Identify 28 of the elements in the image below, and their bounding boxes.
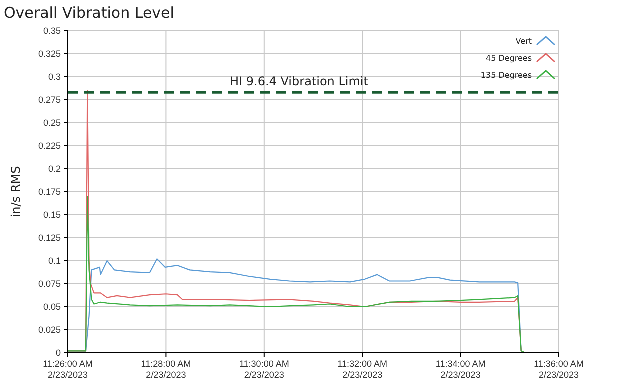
x-tick-label: 11:36:00 AM 2/23/2023: [534, 359, 584, 380]
chart-title: Overall Vibration Level: [4, 4, 174, 22]
x-tick-label: 11:30:00 AM 2/23/2023: [239, 359, 290, 380]
y-tick-label: 0.275: [38, 94, 61, 105]
y-tick-label: 0.1: [48, 256, 61, 266]
ref-line-label: HI 9.6.4 Vibration Limit: [230, 74, 369, 89]
legend-label: 135 Degrees: [480, 71, 532, 80]
y-tick-label: 0.35: [43, 26, 61, 36]
line-series: [67, 196, 524, 353]
y-tick-label: 0.25: [43, 118, 61, 128]
y-tick-label: 0.05: [43, 302, 61, 312]
x-tick-label: 11:26:00 AM 2/23/2023: [43, 359, 93, 380]
x-tick-label: 11:34:00 AM 2/23/2023: [436, 359, 486, 380]
y-tick-label: 0.2: [48, 164, 61, 174]
y-tick-label: 0.125: [38, 232, 61, 243]
y-tick-label: 0.175: [38, 186, 61, 197]
y-tick-label: 0.325: [38, 48, 61, 59]
y-tick-label: 0: [56, 348, 61, 358]
legend-label: 45 Degrees: [486, 54, 532, 63]
y-tick-label: 0.3: [48, 72, 61, 82]
y-tick-label: 0.225: [38, 140, 61, 151]
legend-label: Vert: [516, 37, 532, 46]
y-tick-label: 0.15: [43, 210, 61, 220]
x-tick-label: 11:28:00 AM 2/23/2023: [141, 359, 192, 380]
x-tick-label: 11:32:00 AM 2/23/2023: [338, 359, 388, 380]
y-axis-title: in/s RMS: [9, 166, 23, 218]
y-tick-label: 0.075: [38, 278, 61, 289]
y-tick-label: 0.025: [38, 324, 61, 335]
